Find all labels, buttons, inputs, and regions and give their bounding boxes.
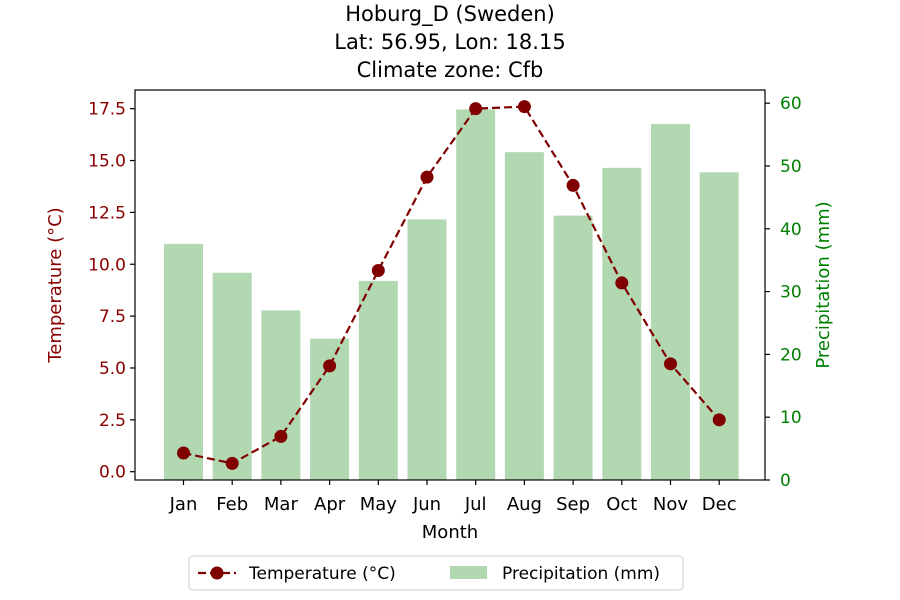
temp-point-sep xyxy=(566,178,580,192)
right-axis-label: Precipitation (mm) xyxy=(813,201,834,368)
x-tick-label: Nov xyxy=(653,494,688,515)
legend-box xyxy=(188,555,684,591)
x-tick-label: Feb xyxy=(216,494,248,515)
temp-point-jul xyxy=(469,102,483,116)
x-tick-label: Sep xyxy=(556,494,590,515)
temp-point-apr xyxy=(323,359,337,373)
x-tick-label: Jul xyxy=(464,494,487,515)
right-tick-label: 0 xyxy=(780,471,791,491)
precip-bar-jul xyxy=(456,109,496,480)
right-tick-label: 60 xyxy=(780,94,802,114)
left-tick-label: 15.0 xyxy=(88,152,126,172)
plot-frame xyxy=(134,89,766,481)
right-tick-label: 30 xyxy=(780,283,802,303)
temperature-series-line xyxy=(183,105,721,465)
right-tick-label: 40 xyxy=(780,220,802,240)
legend-label-precipitation: Precipitation (mm) xyxy=(502,564,660,584)
x-tick-label: Apr xyxy=(314,494,346,515)
temp-point-feb xyxy=(225,456,239,470)
x-tick-label: Oct xyxy=(606,494,637,515)
temp-point-oct xyxy=(615,276,629,290)
chart-title: Hoburg_D (Sweden) Lat: 56.95, Lon: 18.15 C… xyxy=(334,2,565,82)
right-tick-label: 10 xyxy=(780,408,802,428)
precipitation-axis: 0 10 20 30 40 50 60 Precipitation (mm) xyxy=(765,94,834,491)
temp-point-nov xyxy=(664,357,677,371)
precip-bar-mar xyxy=(261,310,301,480)
precip-bar-may xyxy=(358,280,398,480)
legend-marker-swatch xyxy=(210,566,224,580)
x-axis-label: Month xyxy=(422,522,478,543)
right-tick-label: 20 xyxy=(780,345,802,365)
temp-point-aug xyxy=(517,100,531,114)
x-tick-label: Jun xyxy=(412,494,441,515)
left-tick-label: 2.5 xyxy=(99,411,126,431)
temp-point-dec xyxy=(712,413,726,427)
temperature-axis: 0.0 2.5 5.0 7.5 10.0 12.5 15.0 17.5 Temperature … xyxy=(45,100,135,483)
legend: Temperature (°C) Precipitation (mm) xyxy=(188,555,684,591)
x-tick-label: May xyxy=(360,494,398,515)
temp-point-jan xyxy=(177,446,190,460)
left-tick-label: 17.5 xyxy=(88,100,126,120)
x-tick-label: Jan xyxy=(169,494,198,515)
x-tick-label: Aug xyxy=(507,494,542,515)
legend-label-temperature: Temperature (°C) xyxy=(248,564,396,584)
temp-point-may xyxy=(371,263,385,277)
left-tick-label: 12.5 xyxy=(88,203,126,223)
month-axis: Jan Feb Mar Apr May Jun Jul Aug Sep Oct Nov Dec Mont… xyxy=(169,480,737,543)
precip-bar-jun xyxy=(407,219,447,480)
left-axis-label: Temperature (°C) xyxy=(45,207,66,363)
temp-point-jun xyxy=(420,170,434,184)
x-tick-label: Mar xyxy=(264,494,299,515)
x-tick-label: Dec xyxy=(702,494,737,515)
precip-bar-feb xyxy=(212,272,252,480)
precip-bar-oct xyxy=(602,167,642,480)
left-tick-label: 10.0 xyxy=(88,255,126,275)
title-line-2: Lat: 56.95, Lon: 18.15 xyxy=(334,30,565,54)
title-line-3: Climate zone: Cfb xyxy=(357,58,544,82)
temperature-line xyxy=(177,100,726,470)
temp-point-mar xyxy=(274,429,288,443)
precip-bar-nov xyxy=(651,123,690,481)
precip-bar-dec xyxy=(699,172,739,480)
precip-bar-sep xyxy=(553,215,593,480)
title-line-1: Hoburg_D (Sweden) xyxy=(345,2,555,27)
left-tick-label: 5.0 xyxy=(99,359,126,379)
left-tick-label: 0.0 xyxy=(99,463,126,483)
precipitation-bars xyxy=(164,109,739,481)
left-tick-label: 7.5 xyxy=(99,307,126,327)
right-tick-label: 50 xyxy=(780,157,802,177)
precip-bar-jan xyxy=(164,243,203,480)
legend-bar-swatch xyxy=(450,566,487,579)
precip-bar-aug xyxy=(504,152,544,480)
